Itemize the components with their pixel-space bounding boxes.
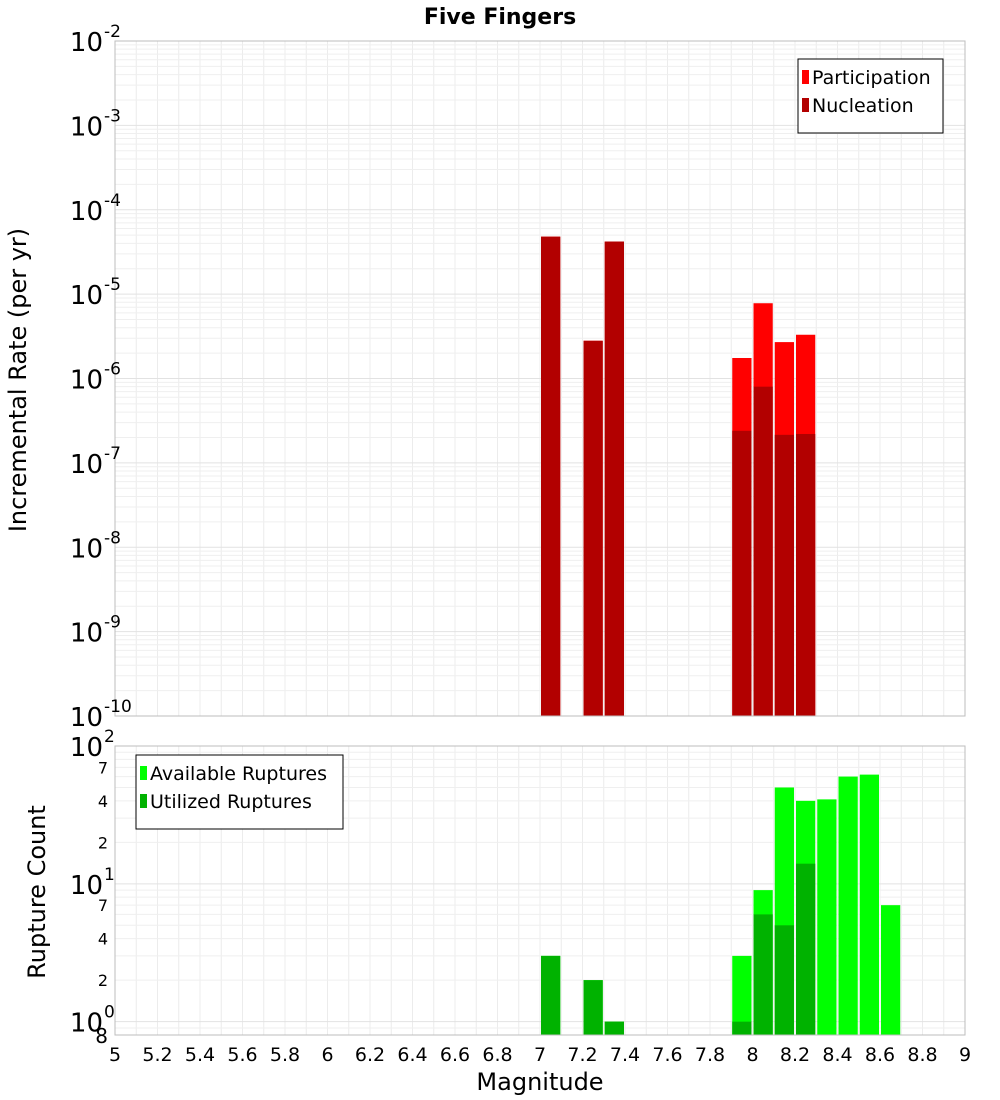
top-y-tick-label: 10 — [70, 534, 103, 564]
x-tick-label: 8.8 — [907, 1044, 937, 1066]
bottom-bar-available-ruptures — [732, 955, 752, 1035]
x-tick-label: 6.8 — [482, 1044, 512, 1066]
top-bar-nucleation — [583, 340, 603, 716]
bottom-y-tick-label: 2 — [98, 833, 108, 852]
top-y-tick-exponent: -3 — [104, 106, 121, 126]
top-y-tick-label: 10 — [70, 28, 103, 58]
bottom-y-axis-label: Rupture Count — [23, 805, 51, 979]
x-tick-label: 8.2 — [780, 1044, 810, 1066]
bottom-y-tick-label: 4 — [98, 792, 108, 811]
bottom-bar-utilized-ruptures — [732, 1021, 752, 1035]
bottom-y-tick-label: 7 — [98, 758, 108, 777]
top-legend-box — [797, 58, 944, 134]
top-bar-nucleation — [732, 430, 752, 716]
x-tick-label: 7.8 — [695, 1044, 725, 1066]
top-y-axis-label: Incremental Rate (per yr) — [4, 228, 32, 532]
top-y-tick-label: 10 — [70, 281, 103, 311]
bottom-legend-label: Utilized Ruptures — [150, 791, 312, 813]
x-tick-label: 7.4 — [610, 1044, 640, 1066]
top-y-tick-label: 10 — [70, 197, 103, 227]
bottom-bar-utilized-ruptures — [583, 980, 603, 1035]
x-tick-label: 5.6 — [227, 1044, 257, 1066]
x-tick-label: 7.6 — [652, 1044, 682, 1066]
top-y-tick-label: 10 — [70, 450, 103, 480]
top-legend-label: Nucleation — [812, 95, 914, 117]
bottom-y-tick-label: 10 — [70, 733, 103, 763]
x-tick-label: 6 — [321, 1044, 333, 1066]
bottom-legend: Available Ruptures Utilized Ruptures — [135, 754, 344, 830]
bottom-bar-available-ruptures — [859, 774, 879, 1035]
bottom-bar-available-ruptures — [817, 799, 837, 1035]
x-tick-label: 8 — [746, 1044, 758, 1066]
top-y-tick-label: 10 — [70, 112, 103, 142]
top-y-tick-exponent: -9 — [104, 613, 121, 633]
top-legend: Participation Nucleation — [797, 58, 944, 134]
x-tick-label: 5.2 — [142, 1044, 172, 1066]
bottom-legend-label: Available Ruptures — [150, 763, 327, 785]
x-tick-label: 9 — [959, 1044, 971, 1066]
bottom-bar-utilized-ruptures — [604, 1021, 624, 1035]
top-bar-nucleation — [541, 236, 561, 716]
x-axis-label: Magnitude — [476, 1068, 603, 1096]
top-y-tick-exponent: -5 — [104, 275, 121, 295]
top-grid — [114, 40, 966, 717]
top-y-tick-exponent: -6 — [104, 360, 121, 380]
bottom-y-tick-exponent: 2 — [104, 727, 115, 747]
chart-title: Five Fingers — [424, 5, 576, 30]
top-bar-nucleation — [774, 434, 794, 716]
bottom-y-tick-label: 10 — [70, 1009, 103, 1039]
top-y-tick-label: 10 — [70, 366, 103, 396]
bottom-y-tick-label: 2 — [98, 971, 108, 990]
top-bars — [541, 236, 816, 717]
x-tick-label: 7 — [534, 1044, 546, 1066]
top-y-tick-label: 10 — [70, 703, 103, 733]
top-y-tick-exponent: -10 — [104, 697, 132, 717]
x-tick-label: 6.2 — [355, 1044, 385, 1066]
bottom-y-tick-exponent: 0 — [104, 1003, 115, 1023]
top-legend-swatch — [802, 98, 809, 112]
bottom-bar-available-ruptures — [838, 776, 858, 1035]
top-bar-nucleation — [796, 433, 816, 716]
top-bar-nucleation — [604, 241, 624, 717]
top-legend-swatch — [802, 70, 809, 84]
x-tick-label: 8.4 — [822, 1044, 852, 1066]
bottom-bar-utilized-ruptures — [796, 863, 816, 1035]
x-tick-label: 6.6 — [440, 1044, 470, 1066]
x-tick-label: 7.2 — [567, 1044, 597, 1066]
bottom-y-tick-label: 4 — [98, 930, 108, 949]
bottom-bar-utilized-ruptures — [774, 925, 794, 1035]
bottom-bar-utilized-ruptures — [753, 914, 773, 1035]
top-y-tick-exponent: -7 — [104, 444, 121, 464]
bottom-legend-swatch — [140, 794, 147, 808]
bottom-bar-utilized-ruptures — [541, 955, 561, 1035]
x-tick-labels: 5 5.2 5.4 5.6 5.8 6 6.2 6.4 6.6 6.8 7 7.2 7.4 7.6 7.8 8… — [109, 1044, 971, 1066]
x-tick-label: 5.8 — [270, 1044, 300, 1066]
top-y-tick-label: 10 — [70, 619, 103, 649]
bottom-bars — [541, 774, 901, 1035]
bottom-y-tick-label: 8 — [95, 1024, 108, 1048]
top-legend-label: Participation — [812, 67, 931, 89]
bottom-y-tick-exponent: 1 — [104, 865, 115, 885]
bottom-y-tick-label: 7 — [98, 896, 108, 915]
bottom-legend-box — [135, 754, 344, 830]
bottom-y-tick-label: 10 — [70, 871, 103, 901]
bottom-legend-swatch — [140, 766, 147, 780]
top-bar-nucleation — [753, 386, 773, 716]
x-tick-label: 5.4 — [185, 1044, 215, 1066]
top-y-tick-exponent: -2 — [104, 22, 121, 42]
top-y-tick-exponent: -8 — [104, 528, 121, 548]
top-y-tick-exponent: -4 — [104, 191, 121, 211]
x-tick-label: 5 — [109, 1044, 121, 1066]
bottom-bar-available-ruptures — [881, 905, 901, 1035]
x-tick-label: 8.6 — [865, 1044, 895, 1066]
x-tick-label: 6.4 — [397, 1044, 427, 1066]
